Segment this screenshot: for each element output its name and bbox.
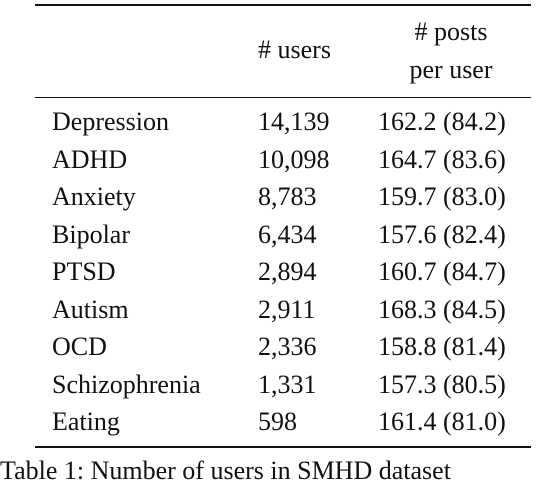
table-cell: 6,434: [258, 219, 317, 249]
header-cell: per user: [409, 55, 493, 84]
header-cell: # users: [258, 35, 331, 64]
table-cell: Depression: [52, 107, 169, 136]
table-cell: 157.3 (80.5): [378, 369, 506, 399]
table-cell: 10,098: [258, 144, 330, 174]
table-cell: 598: [258, 407, 297, 436]
table-cell: 14,139: [258, 107, 330, 136]
bottom-rule: [35, 446, 531, 448]
table-cell: OCD: [52, 332, 107, 361]
table-cell: 162.2 (84.2): [378, 107, 506, 136]
table-cell: 2,894: [258, 257, 317, 286]
table-cell: Schizophrenia: [52, 369, 201, 399]
table-cell: PTSD: [52, 257, 116, 286]
table-cell: 2,911: [258, 294, 316, 324]
caption: Table 1: Number of users in SMHD dataset: [0, 456, 451, 484]
table-cell: ADHD: [52, 144, 128, 174]
mid-rule: [35, 97, 531, 98]
header-cell: # posts: [414, 17, 488, 46]
table-cell: 168.3 (84.5): [378, 294, 506, 324]
table-cell: Bipolar: [52, 219, 130, 249]
top-rule: [35, 4, 531, 6]
table-cell: 158.8 (81.4): [378, 332, 506, 361]
table-cell: 161.4 (81.0): [378, 407, 506, 436]
table-cell: 1,331: [258, 369, 317, 399]
table-cell: 164.7 (83.6): [378, 144, 506, 174]
table-cell: 157.6 (82.4): [378, 219, 506, 249]
table-cell: Eating: [52, 407, 120, 436]
table-cell: Autism: [52, 294, 129, 324]
table-cell: 2,336: [258, 332, 317, 361]
table-cell: 159.7 (83.0): [378, 182, 506, 211]
table-cell: 8,783: [258, 182, 317, 211]
table-cell: 160.7 (84.7): [378, 257, 506, 286]
table-cell: Anxiety: [52, 182, 136, 211]
